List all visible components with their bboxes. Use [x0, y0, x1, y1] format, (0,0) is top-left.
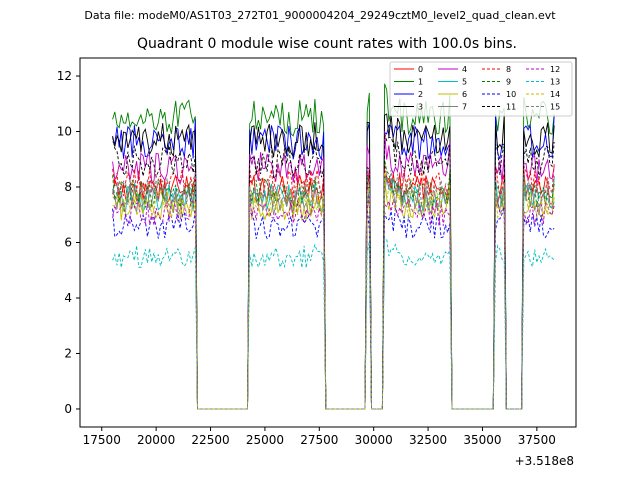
x-tick-label: 25000: [246, 433, 284, 447]
chart-title: Quadrant 0 module wise count rates with …: [137, 36, 517, 52]
series-line-12: [112, 191, 555, 410]
data-file-label: Data file: modeM0/AS1T03_272T01_90000042…: [84, 9, 556, 22]
x-axis: 17500 20000 22500 25000 27500 30000 32500 35000…: [83, 427, 556, 447]
series-line-13: [112, 238, 555, 410]
legend-label-10: 10: [506, 90, 516, 99]
y-tick-label: 12: [57, 69, 72, 83]
legend-label-14: 14: [550, 90, 560, 99]
legend-label-3: 3: [418, 103, 423, 112]
series-line-10: [112, 205, 555, 410]
x-tick-label: 22500: [191, 433, 229, 447]
y-tick-label: 10: [57, 125, 72, 139]
legend-label-2: 2: [418, 90, 423, 99]
series-lines: [112, 83, 555, 410]
legend-label-6: 6: [462, 90, 467, 99]
legend-label-8: 8: [506, 65, 511, 74]
legend-label-5: 5: [462, 78, 467, 87]
series-line-7: [112, 178, 555, 410]
legend-label-4: 4: [462, 65, 467, 74]
y-tick-label: 4: [64, 291, 72, 305]
series-line-5: [112, 175, 555, 410]
series-line-8: [112, 162, 555, 410]
series-line-15: [112, 169, 555, 410]
y-tick-label: 6: [64, 236, 72, 250]
series-line-14: [112, 172, 555, 410]
legend-label-13: 13: [550, 78, 560, 87]
legend-label-9: 9: [506, 78, 511, 87]
x-offset-label: +3.518e8: [515, 454, 574, 468]
y-tick-label: 8: [64, 180, 72, 194]
series-line-6: [112, 179, 555, 410]
y-tick-label: 2: [64, 346, 72, 360]
legend-label-0: 0: [418, 65, 423, 74]
series-line-4: [112, 131, 555, 410]
legend-label-11: 11: [506, 103, 516, 112]
legend-label-7: 7: [462, 103, 467, 112]
x-tick-label: 27500: [300, 433, 338, 447]
legend-label-15: 15: [550, 103, 560, 112]
x-tick-label: 32500: [409, 433, 447, 447]
series-line-11: [112, 133, 555, 410]
x-tick-label: 17500: [83, 433, 121, 447]
x-tick-label: 20000: [137, 433, 175, 447]
legend-label-12: 12: [550, 65, 560, 74]
legend-label-1: 1: [418, 78, 423, 87]
x-tick-label: 35000: [463, 433, 501, 447]
series-line-2: [112, 115, 555, 410]
y-axis: 0 2 4 6 8 10 12: [57, 69, 80, 416]
x-tick-label: 30000: [355, 433, 393, 447]
y-tick-label: 0: [64, 402, 72, 416]
x-tick-label: 37500: [518, 433, 556, 447]
series-line-1: [112, 83, 555, 410]
legend-box: [389, 61, 573, 117]
